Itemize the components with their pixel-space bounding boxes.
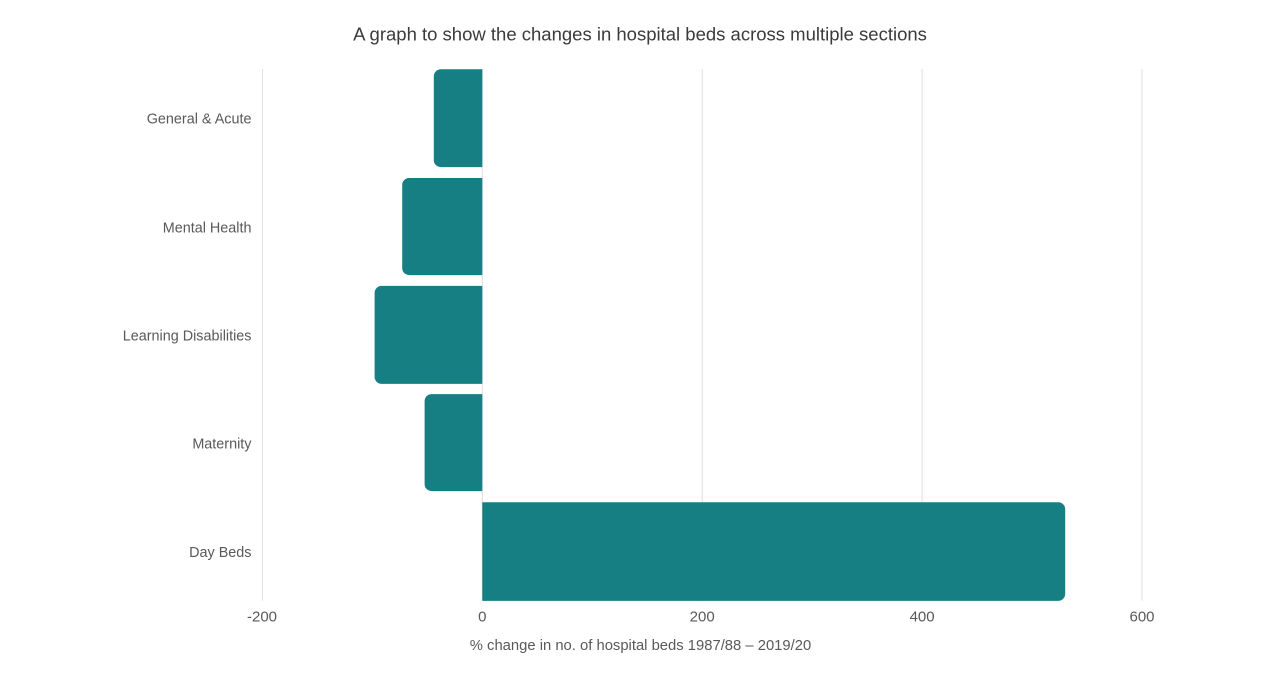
- svg-text:600: 600: [1129, 609, 1154, 626]
- svg-text:0: 0: [478, 609, 486, 626]
- svg-text:% change in no. of hospital be: % change in no. of hospital beds 1987/88…: [470, 638, 811, 654]
- svg-text:Maternity: Maternity: [192, 437, 252, 453]
- svg-text:-200: -200: [247, 609, 277, 626]
- svg-text:200: 200: [690, 609, 715, 626]
- svg-text:Mental Health: Mental Health: [163, 220, 252, 236]
- svg-text:Learning Disabilities: Learning Disabilities: [123, 329, 252, 345]
- svg-text:Day Beds: Day Beds: [189, 545, 251, 561]
- svg-text:400: 400: [910, 609, 935, 626]
- svg-text:General & Acute: General & Acute: [147, 112, 252, 128]
- svg-text:A graph to show the changes in: A graph to show the changes in hospital …: [353, 24, 927, 45]
